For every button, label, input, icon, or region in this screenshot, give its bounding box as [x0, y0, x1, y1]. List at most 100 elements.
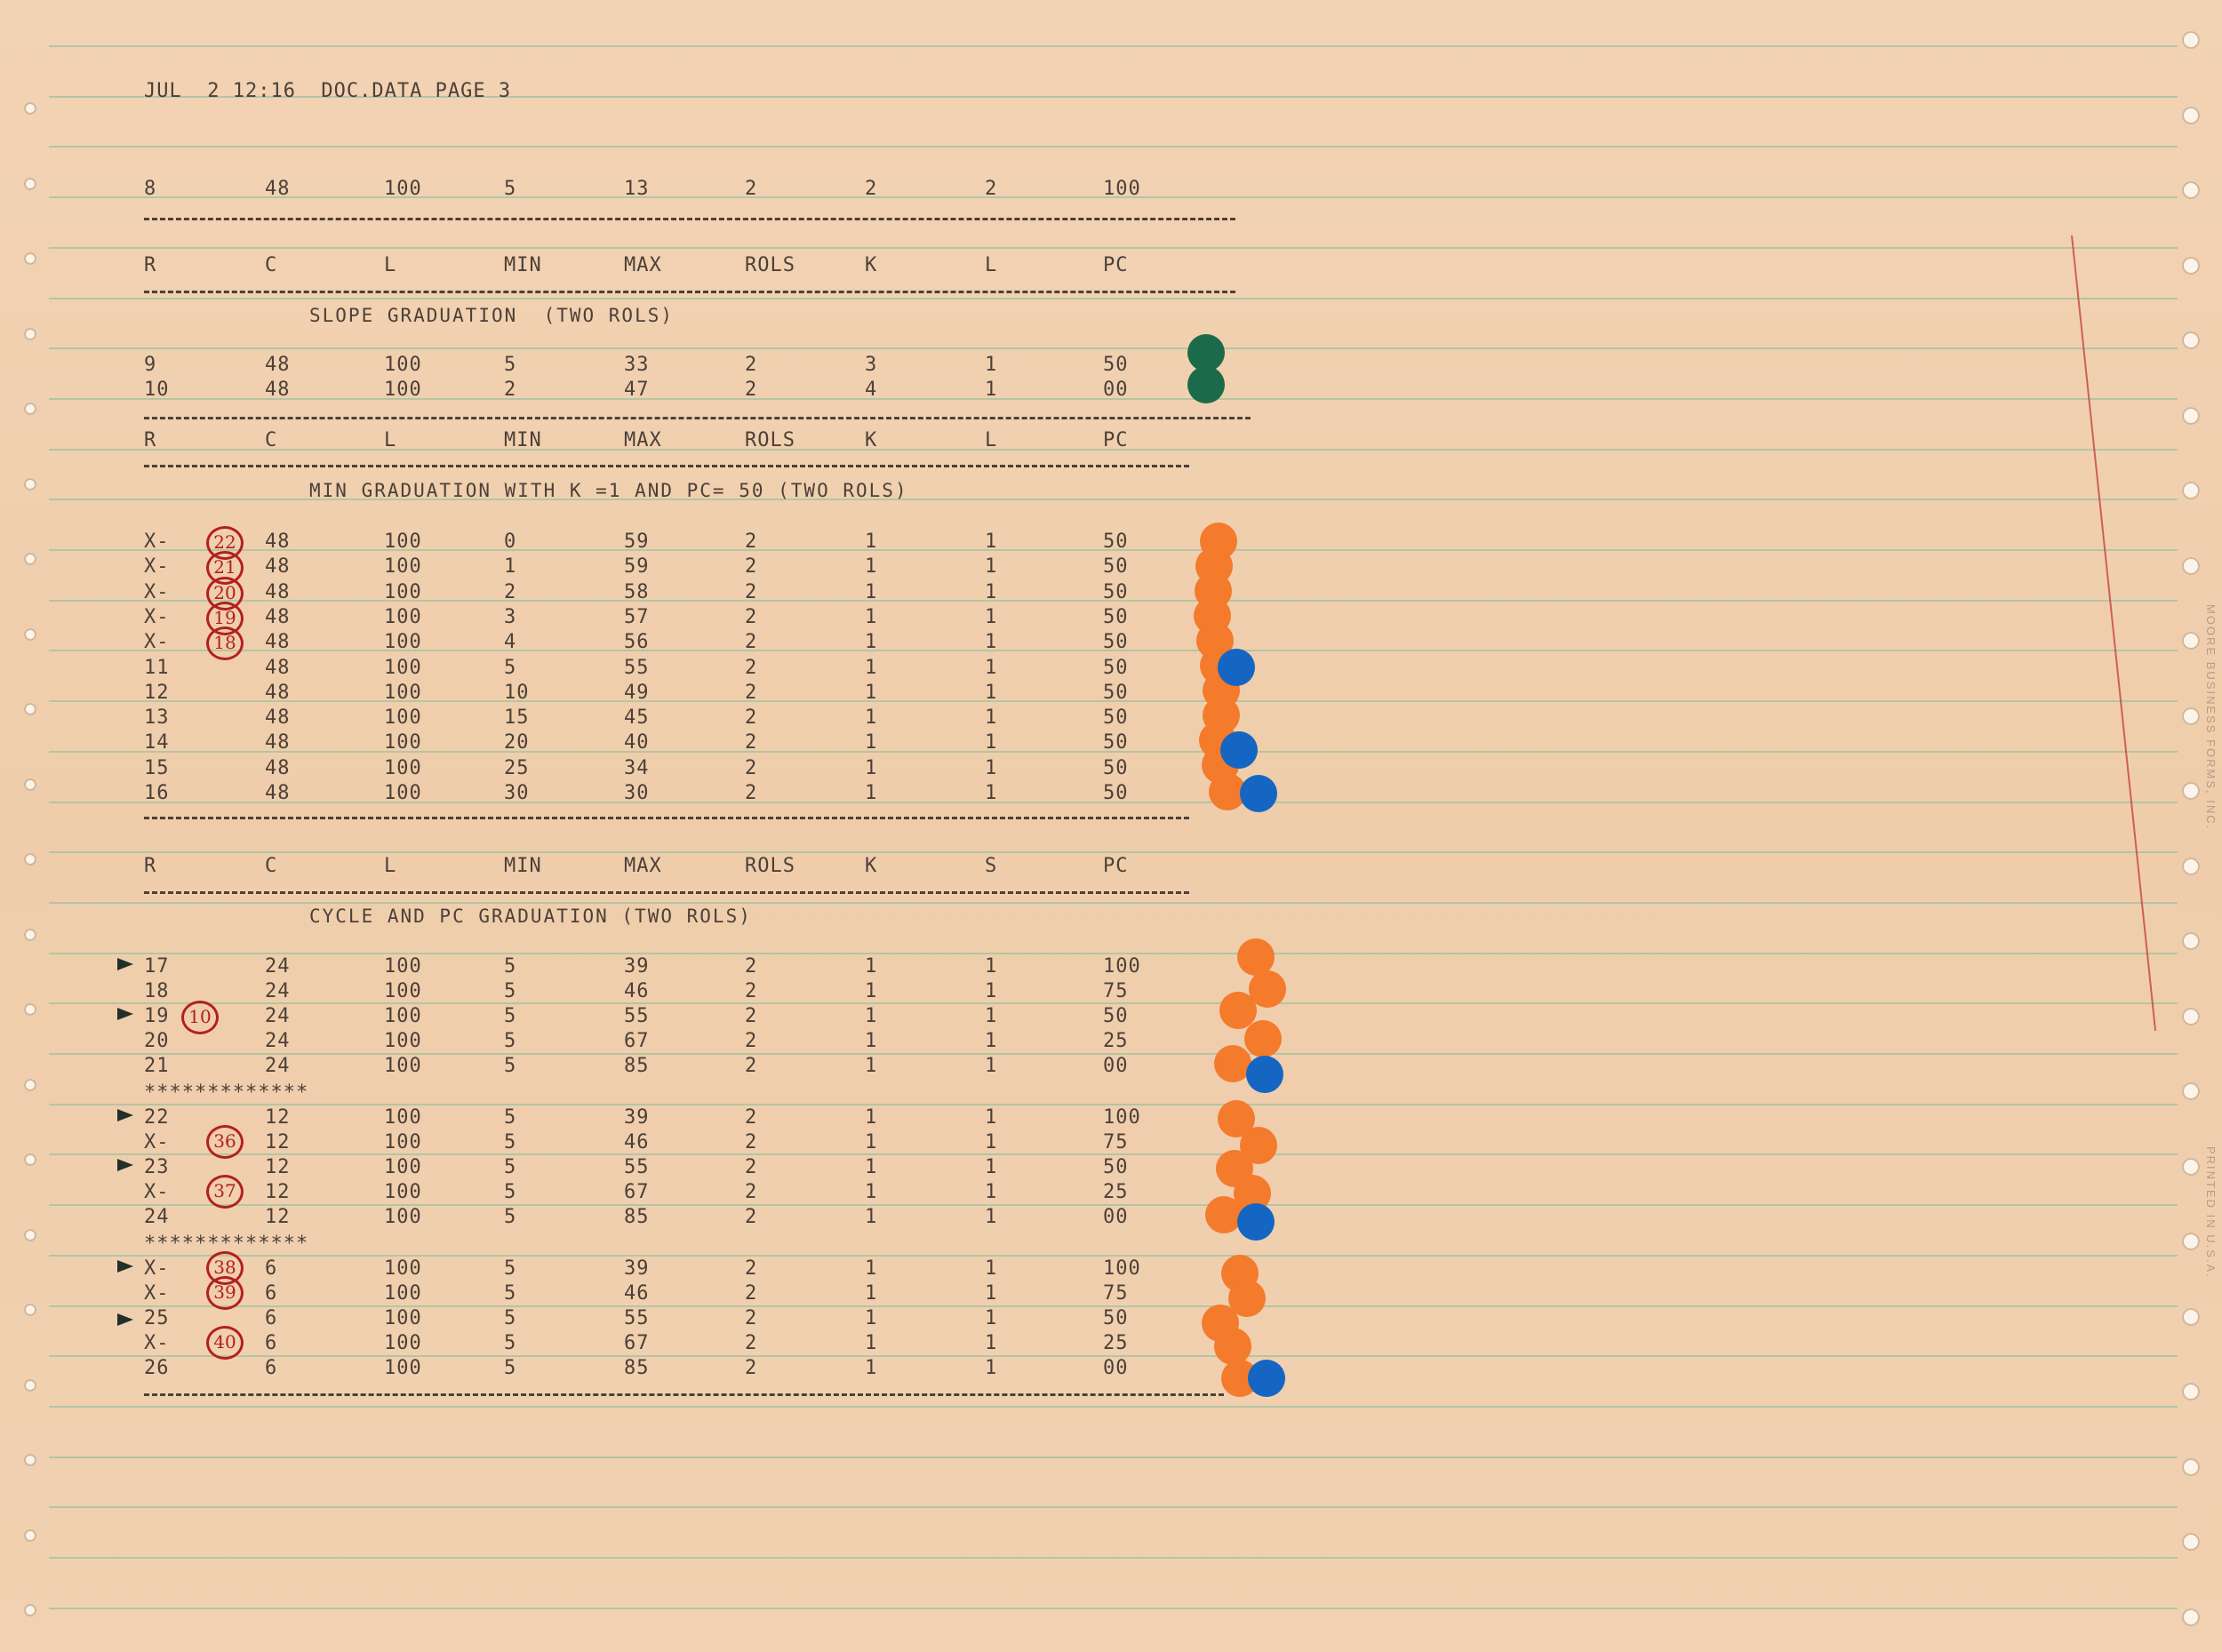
cycle-row-cell: 5 [504, 1030, 517, 1052]
cycle-row-cell: 5 [504, 955, 517, 978]
min-grad-row-cell: 4 [504, 631, 517, 654]
ruled-line [49, 1557, 2178, 1559]
slope-row-cell: 5 [504, 354, 517, 376]
orange-dot-sticker [1237, 938, 1275, 976]
flag-mark [117, 1260, 133, 1273]
ruled-line [49, 1053, 2178, 1055]
cycle-row-cell: 1 [865, 1257, 878, 1280]
tractor-hole [24, 778, 36, 791]
min-grad-row-cell: 2 [745, 580, 758, 603]
min-grad-row-cell: 1 [985, 605, 998, 628]
cycle-row-cell: 18 [144, 980, 170, 1002]
cycle-row-cell: 24 [265, 980, 291, 1002]
cycle-row-cell: 100 [384, 1282, 422, 1305]
slope-row-cell: 1 [985, 379, 998, 401]
tractor-hole [2182, 1307, 2200, 1326]
cycle-row-cell: 2 [745, 1206, 758, 1228]
min-grad-row-cell: 34 [624, 756, 650, 779]
min-grad-row-cell: 1 [865, 605, 878, 628]
column-header-cell: L [985, 429, 998, 451]
flag-mark [117, 1313, 133, 1326]
cycle-row-cell: 2 [745, 1106, 758, 1129]
printed-in-text: PRINTED IN U.S.A. [2204, 1146, 2218, 1279]
cycle-row-cell: 67 [624, 1181, 650, 1203]
min-grad-row-cell: 2 [745, 756, 758, 779]
column-header-cell: ROLS [745, 429, 795, 451]
column-header-cell: C [265, 429, 278, 451]
ruled-line [49, 650, 2178, 652]
ruled-line [49, 499, 2178, 501]
flag-mark [117, 1109, 133, 1121]
cycle-row-cell: 23 [144, 1156, 170, 1178]
min-grad-row-cell: 15 [504, 706, 530, 730]
cycle-row-cell: 1 [865, 955, 878, 978]
cycle-row-cell: 1 [865, 1030, 878, 1052]
section-title: SLOPE GRADUATION (TWO ROLS) [309, 305, 675, 326]
min-grad-row-cell: 2 [745, 531, 758, 553]
blue-dot-sticker [1246, 1056, 1283, 1093]
cycle-row-cell: 5 [504, 1055, 517, 1077]
min-grad-row-cell: X- [144, 555, 170, 579]
tractor-hole [2182, 31, 2200, 49]
cycle-row-cell: 1 [865, 1282, 878, 1305]
tractor-hole [2182, 181, 2200, 199]
cycle-row-cell: 25 [1103, 1181, 1129, 1203]
ruled-line [49, 1103, 2178, 1105]
cycle-row-cell: 1 [865, 1055, 878, 1077]
min-grad-row-cell: 20 [504, 731, 530, 754]
cycle-row-cell: 39 [624, 955, 650, 978]
cycle-row-cell: 00 [1103, 1206, 1129, 1228]
cycle-row-cell: 100 [1103, 1106, 1141, 1129]
blue-dot-sticker [1237, 1203, 1275, 1241]
cycle-row-cell: 55 [624, 1005, 650, 1027]
ruled-line [49, 1506, 2178, 1509]
min-grad-row-cell: 48 [265, 631, 291, 654]
cycle-row-cell: 100 [384, 1206, 422, 1228]
tractor-hole [24, 177, 36, 190]
ruled-line [49, 750, 2178, 753]
column-header-cell: R [144, 855, 157, 877]
cycle-row-cell: 50 [1103, 1307, 1129, 1329]
cycle-row-cell: 50 [1103, 1005, 1129, 1027]
blue-dot-sticker [1218, 649, 1255, 686]
column-header-cell: R [144, 429, 157, 451]
tractor-hole [2182, 1533, 2200, 1551]
min-grad-row-cell: 12 [144, 681, 170, 704]
min-grad-row-cell: 48 [265, 782, 291, 804]
cycle-row-cell: 46 [624, 1131, 650, 1153]
tractor-hole [24, 1228, 36, 1241]
cycle-row-cell: 46 [624, 980, 650, 1002]
cycle-row-cell: 1 [865, 1181, 878, 1203]
min-grad-row-cell: 50 [1103, 656, 1129, 679]
min-grad-row-cell: 100 [384, 706, 422, 730]
tractor-hole [2182, 331, 2200, 349]
ruled-line [49, 599, 2178, 602]
cycle-row-cell: 100 [384, 1055, 422, 1077]
cycle-row-cell: 1 [865, 1206, 878, 1228]
slope-row-cell: 2 [745, 379, 758, 401]
cycle-row-cell: 46 [624, 1282, 650, 1305]
cycle-row-cell: 1 [985, 1307, 998, 1329]
min-grad-row-cell: 40 [624, 731, 650, 754]
tractor-hole [24, 403, 36, 415]
blue-dot-sticker [1248, 1360, 1285, 1397]
top-row-cell: 8 [144, 178, 157, 200]
tractor-hole [2182, 482, 2200, 499]
min-grad-row-cell: 100 [384, 531, 422, 553]
column-header-cell: MAX [624, 429, 662, 451]
cycle-row-cell: 5 [504, 1106, 517, 1129]
ruled-line [49, 1355, 2178, 1358]
tractor-hole [2182, 556, 2200, 575]
cycle-row-cell: 1 [985, 1005, 998, 1027]
tractor-hole [2182, 1383, 2200, 1401]
ruled-line [49, 1405, 2178, 1408]
min-grad-row-cell: 50 [1103, 605, 1129, 628]
ruled-line [49, 196, 2178, 199]
min-grad-row-cell: 1 [865, 531, 878, 553]
min-grad-row-cell: 16 [144, 782, 170, 804]
tractor-hole [24, 1078, 36, 1091]
form-maker-text: MOORE BUSINESS FORMS, INC. [2204, 604, 2218, 831]
cycle-row-cell: 5 [504, 1156, 517, 1178]
cycle-row-cell: 12 [265, 1106, 291, 1129]
cycle-row-cell: 6 [265, 1257, 278, 1280]
